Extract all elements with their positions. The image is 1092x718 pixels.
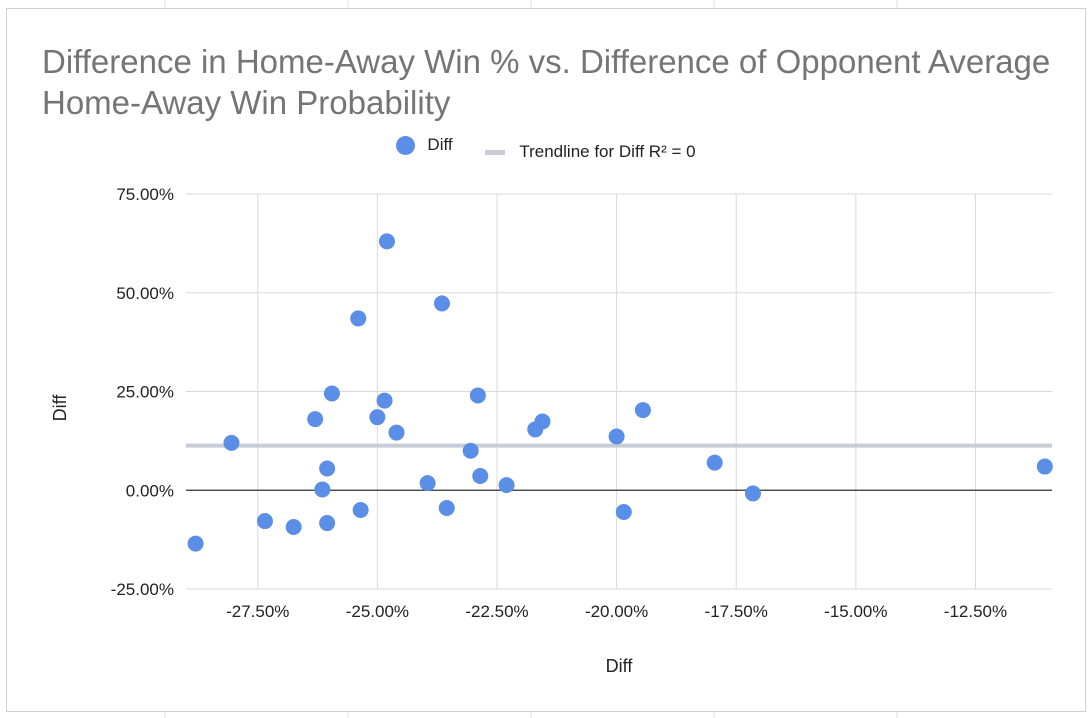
legend-item-series[interactable]: Diff [396,135,453,155]
data-point [615,503,632,520]
legend-label-trendline: Trendline for Diff R² = 0 [519,142,696,161]
y-axis-title: Diff [50,394,70,422]
y-tick-label: 50.00% [116,284,174,303]
data-point [369,409,386,426]
data-point [388,424,405,441]
y-tick-label: 75.00% [116,185,174,204]
y-tick-label: -25.00% [111,580,174,599]
data-point [608,428,625,445]
data-point [498,477,515,494]
x-tick-label: -20.00% [585,602,648,621]
data-point [744,485,761,502]
data-point [376,392,393,409]
legend-marker-line [485,149,506,155]
y-axis-ticks: 75.00% 50.00% 25.00% 0.00% -25.00% [111,185,174,599]
data-point [256,513,273,530]
data-point [223,434,240,451]
x-tick-label: -22.50% [465,602,528,621]
chart-container[interactable] [6,8,1086,712]
x-axis-ticks: -27.50% -25.00% -22.50% -20.00% -17.50% -15.0… [226,602,1007,621]
data-point [462,442,479,459]
x-axis-title: Diff [606,656,634,676]
data-point [469,387,486,404]
x-tick-label: -25.00% [346,602,409,621]
data-point [1036,458,1053,475]
data-point [433,295,450,312]
x-tick-label: -27.50% [226,602,289,621]
data-point [285,518,302,535]
data-point [187,535,204,552]
data-point [323,385,340,402]
chart-legend: Diff Trendline for Diff R² = 0 [0,135,1092,162]
x-tick-label: -17.50% [705,602,768,621]
data-point [352,502,369,518]
data-point [534,413,551,430]
data-point [378,233,395,250]
data-point [419,475,436,492]
data-point [314,481,331,498]
data-point [634,402,651,419]
chart-title: Difference in Home-Away Win % vs. Differ… [42,43,1051,121]
gridlines [186,193,1052,590]
legend-marker-dot [396,135,416,155]
data-point [307,411,324,428]
data-point [706,454,723,471]
data-point [472,468,489,485]
data-point [319,515,336,532]
x-tick-label: -15.00% [824,602,887,621]
legend-item-trendline[interactable]: Trendline for Diff R² = 0 [485,142,696,162]
data-point [438,500,455,517]
y-tick-label: 0.00% [126,481,174,500]
y-tick-label: 25.00% [116,383,174,402]
data-points [187,233,1053,552]
x-tick-label: -12.50% [944,602,1007,621]
legend-label-series: Diff [427,135,453,154]
data-point [350,310,367,327]
data-point [319,460,336,477]
